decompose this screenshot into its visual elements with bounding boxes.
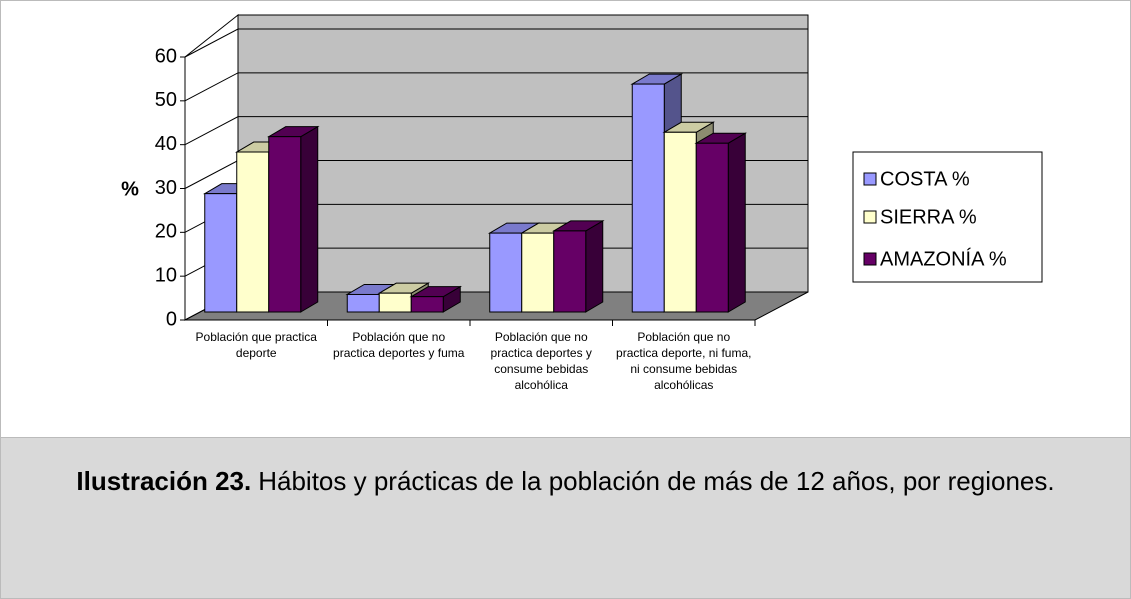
bar-front	[489, 232, 523, 313]
bar-front	[204, 193, 238, 313]
y-tick-label: 10	[155, 264, 177, 286]
bar-front	[378, 292, 412, 313]
bar-side	[585, 220, 604, 313]
x-tick-label: Población que practica deporte	[195, 330, 317, 360]
grid-line	[184, 72, 808, 102]
y-tick-label: 20	[155, 221, 177, 243]
legend-swatch	[863, 252, 877, 266]
bar-front	[663, 131, 697, 313]
legend-label: SIERRA %	[880, 206, 977, 228]
y-tick-label: 50	[155, 89, 177, 111]
legend-swatch	[863, 172, 877, 186]
x-tick-label: Población que no practica deporte, ni fu…	[616, 330, 752, 392]
y-tick-label: 30	[155, 177, 177, 199]
grid-line	[184, 28, 808, 58]
bar-front	[236, 151, 270, 313]
bar-side	[300, 125, 319, 313]
caption-text: Ilustración 23. Hábitos y prácticas de la…	[66, 452, 1066, 510]
bar-front	[695, 142, 729, 313]
chart: % 0 10 20 30 40 50 60 COSTA % SIERRA % AMAZONÍA %	[121, 13, 1043, 330]
y-axis-label: %	[121, 178, 139, 200]
bar	[694, 132, 748, 313]
bar-front	[521, 232, 555, 313]
y-tick-label: 60	[155, 45, 177, 67]
legend-box	[852, 151, 1043, 283]
x-tick-label: Población que no practica deportes y con…	[490, 330, 592, 392]
bar	[551, 220, 605, 313]
y-tick-label: 40	[155, 133, 177, 155]
bar	[409, 285, 463, 313]
legend-swatch	[863, 210, 877, 224]
x-tick-label: Población que no practica deportes y fum…	[333, 330, 465, 360]
legend-label: AMAZONÍA %	[880, 247, 1007, 270]
caption-body: Hábitos y prácticas de la población de m…	[258, 466, 1055, 496]
caption-label: Ilustración 23.	[76, 466, 252, 496]
bar	[266, 125, 320, 313]
y-tick-label: 0	[166, 308, 177, 330]
grid-line	[184, 116, 808, 146]
bar-front	[268, 136, 302, 313]
bar-front	[553, 230, 587, 313]
bar-front	[410, 296, 444, 313]
bar-side	[727, 132, 746, 313]
bar-front	[631, 83, 665, 313]
legend-label: COSTA %	[880, 168, 970, 190]
caption: Ilustración 23. Hábitos y prácticas de la…	[0, 437, 1131, 599]
bar-front	[346, 293, 380, 313]
